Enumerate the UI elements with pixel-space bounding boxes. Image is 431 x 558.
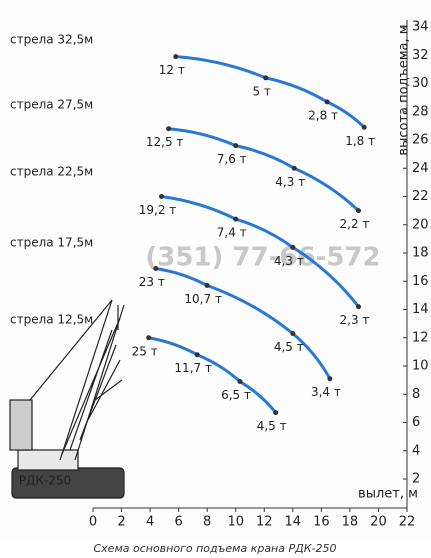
- y-tick-label: 26: [412, 133, 429, 148]
- y-tick-label: 32: [412, 48, 429, 63]
- point: [290, 244, 296, 250]
- y-tick-label: 2: [412, 472, 420, 487]
- load-label: 4,3 т: [275, 175, 305, 189]
- watermark: (351) 77-66-572: [145, 243, 380, 273]
- load-label: 25 т: [132, 344, 158, 358]
- point: [204, 282, 210, 288]
- load-label: 4,5 т: [274, 340, 304, 354]
- y-tick-label: 14: [412, 302, 429, 317]
- point: [263, 75, 269, 81]
- point: [159, 194, 165, 199]
- y-tick-label: 18: [412, 246, 429, 261]
- load-label: 1,8 т: [345, 134, 375, 148]
- point: [290, 331, 296, 337]
- y-tick-label: 34: [412, 20, 429, 35]
- point: [327, 376, 333, 382]
- x-tick-label: 2: [117, 515, 125, 530]
- x-tick-label: 22: [399, 515, 416, 530]
- point: [233, 216, 239, 222]
- load-label: 11,7 т: [174, 361, 212, 375]
- y-tick-label: 6: [412, 415, 420, 430]
- y-tick-label: 28: [412, 104, 429, 119]
- crane: [9, 299, 125, 499]
- curve: [161, 195, 360, 308]
- curve: [168, 127, 360, 212]
- x-axis-label: вылет, м: [358, 487, 418, 502]
- x-tick-label: 8: [203, 515, 211, 530]
- caption: Схема основного подъема крана РДК-250: [93, 542, 336, 555]
- x-tick-label: 14: [285, 515, 302, 530]
- load-label: 12,5 т: [146, 135, 184, 149]
- load-label: 4,5 т: [257, 419, 287, 433]
- point: [173, 54, 179, 60]
- legend-label: стрела 22,5м: [10, 165, 93, 179]
- load-label: 3,4 т: [311, 385, 341, 399]
- y-axis-label: высота подъема, м: [397, 24, 412, 155]
- legend-label: стрела 17,5м: [10, 236, 93, 250]
- point: [355, 304, 361, 310]
- load-label: 12 т: [159, 63, 185, 77]
- x-tick-label: 0: [89, 515, 97, 530]
- x-tick-label: 16: [313, 515, 330, 530]
- load-label: 23 т: [139, 275, 165, 289]
- point: [324, 99, 330, 105]
- load-label: 6,5 т: [221, 388, 251, 402]
- load-label: 2,8 т: [308, 108, 338, 122]
- x-tick-label: 4: [146, 515, 154, 530]
- load-label: 10,7 т: [184, 292, 222, 306]
- curve: [148, 336, 277, 414]
- point: [194, 352, 200, 358]
- legend-label: стрела 27,5м: [10, 98, 93, 112]
- x-tick-label: 18: [342, 515, 359, 530]
- curve: [175, 55, 366, 129]
- x-tick-label: 6: [174, 515, 182, 530]
- crane-label: РДК-250: [19, 474, 71, 488]
- y-tick-label: 20: [412, 217, 429, 232]
- legend-label: стрела 12,5м: [10, 313, 93, 327]
- load-label: 5 т: [252, 84, 270, 98]
- load-label: 2,2 т: [340, 217, 370, 231]
- y-tick-label: 10: [412, 359, 429, 374]
- load-label: 4,3 т: [274, 254, 304, 268]
- y-tick-label: 12: [412, 330, 429, 345]
- point: [355, 208, 361, 214]
- point: [361, 124, 367, 130]
- point: [237, 379, 243, 385]
- y-tick-label: 4: [412, 443, 420, 458]
- y-tick-label: 30: [412, 76, 429, 91]
- x-tick-label: 10: [227, 515, 244, 530]
- load-label: 19,2 т: [139, 203, 177, 217]
- point: [273, 410, 279, 416]
- load-label: 2,3 т: [340, 313, 370, 327]
- legend-label: стрела 32,5м: [10, 33, 93, 47]
- curve: [155, 267, 332, 380]
- point: [233, 143, 239, 149]
- load-label: 7,6 т: [217, 152, 247, 166]
- y-tick-label: 8: [412, 387, 420, 402]
- point: [153, 266, 159, 272]
- y-tick-label: 24: [412, 161, 429, 176]
- y-tick-label: 16: [412, 274, 429, 289]
- x-tick-label: 12: [256, 515, 273, 530]
- point: [291, 165, 297, 171]
- load-label: 7,4 т: [217, 226, 247, 240]
- x-tick-label: 20: [370, 515, 387, 530]
- point: [146, 335, 152, 341]
- y-tick-label: 22: [412, 189, 429, 204]
- point: [166, 126, 172, 132]
